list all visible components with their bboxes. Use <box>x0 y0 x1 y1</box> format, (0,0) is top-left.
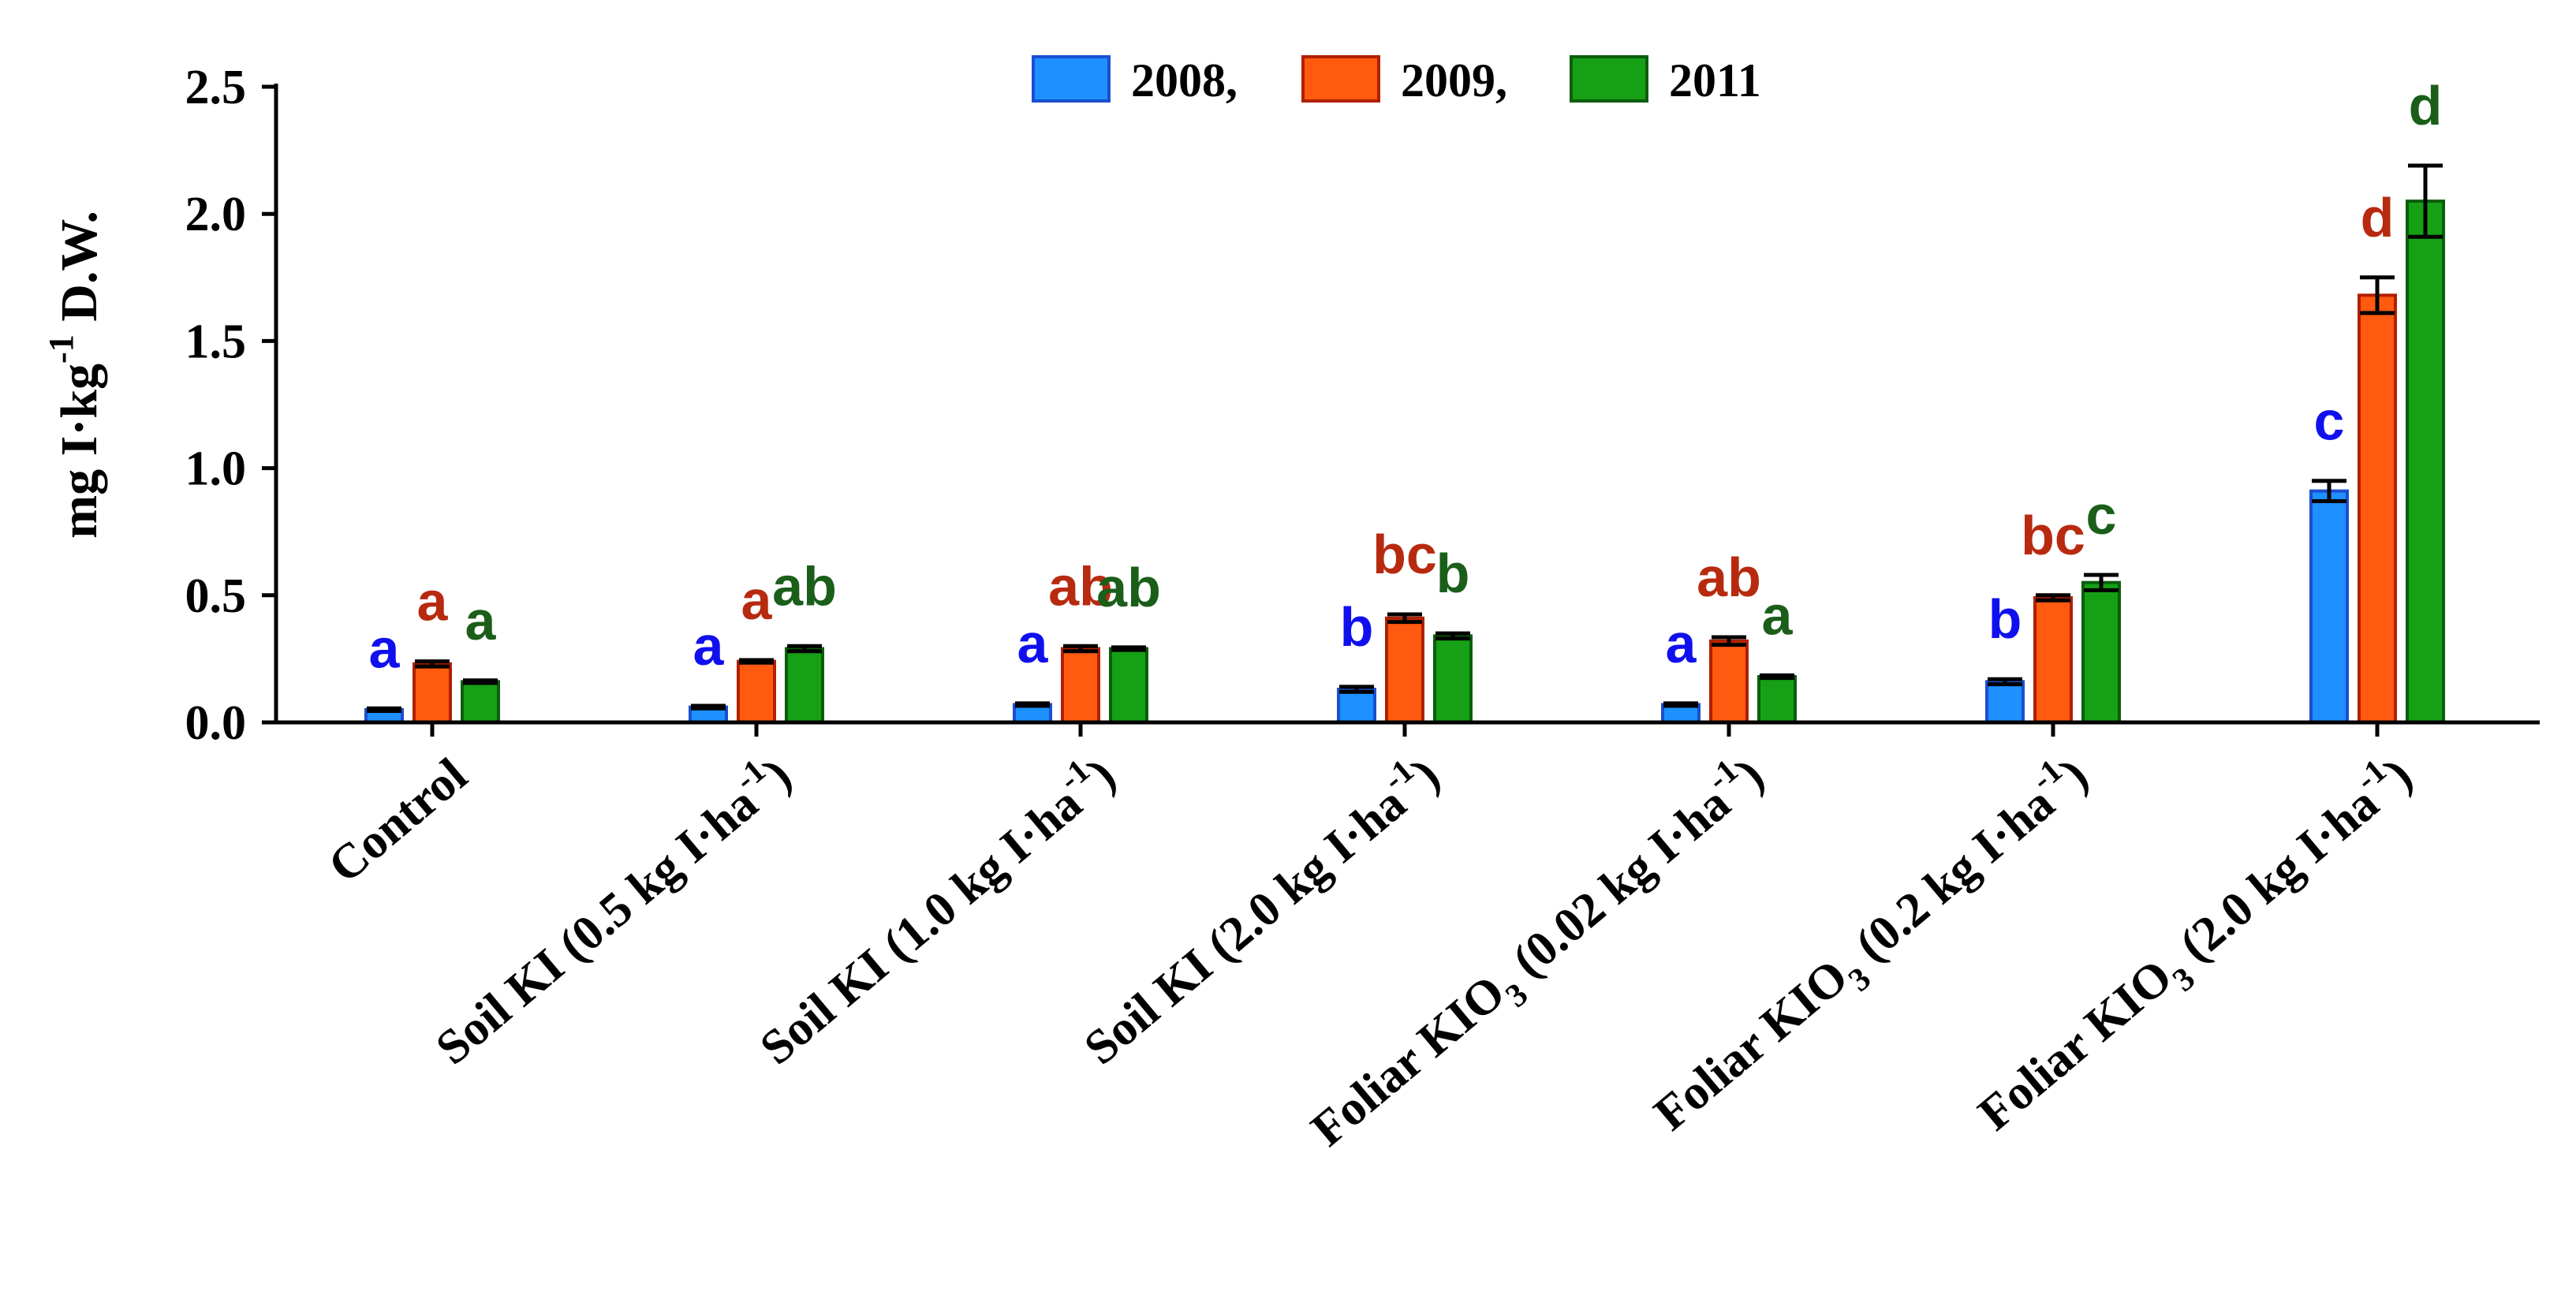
bar-2008-5 <box>1985 680 2025 725</box>
legend-swatch <box>1301 55 1380 103</box>
error-bar <box>2408 163 2443 239</box>
significance-letter: d <box>2409 75 2443 136</box>
bar-2011-6 <box>2406 200 2445 724</box>
error-bar <box>739 658 774 665</box>
legend-swatch <box>1032 55 1111 103</box>
y-tick-label: 2.5 <box>185 61 247 114</box>
significance-letter: c <box>2086 484 2117 546</box>
x-tick-label: Soil KI (0.5 kg I·ha-1) <box>421 742 801 1075</box>
bar-2009-2 <box>1061 647 1100 725</box>
bar-2008-6 <box>2309 489 2349 725</box>
y-axis: 0.0 0.5 1.0 1.5 2.0 2.5 <box>185 61 278 750</box>
bar-2009-0 <box>413 662 452 725</box>
x-tick-label: Soil KI (2.0 kg I·ha-1) <box>1070 742 1450 1075</box>
error-bar <box>2036 593 2070 603</box>
significance-letter: bc <box>1372 524 1437 585</box>
legend-item-2009: 2009, <box>1301 54 1507 106</box>
bar-2011-2 <box>1109 647 1148 725</box>
significance-letter: ab <box>772 555 837 617</box>
x-axis <box>274 720 2540 737</box>
error-bar <box>367 706 401 713</box>
legend-item-2008: 2008, <box>1032 54 1238 106</box>
error-bar <box>2360 275 2395 315</box>
significance-letter: a <box>465 590 497 651</box>
y-tick-label: 1.0 <box>185 442 247 496</box>
error-bar <box>1435 631 1470 641</box>
significance-letter: ab <box>1096 557 1161 618</box>
significance-letter: a <box>417 571 449 632</box>
bar-2011-1 <box>785 647 824 725</box>
error-bar <box>787 644 822 654</box>
significance-letter: bc <box>2021 505 2085 566</box>
significance-letter: a <box>693 615 725 677</box>
significance-letter: ab <box>1697 547 1761 608</box>
legend-swatch <box>1570 55 1648 103</box>
bar-2011-5 <box>2081 580 2121 724</box>
y-axis-label: mg I·kg-1 D.W. <box>42 211 108 539</box>
bar-2011-4 <box>1757 674 1797 725</box>
significance-letter: a <box>1762 584 1794 646</box>
bar-2009-3 <box>1385 616 1424 724</box>
error-bar <box>1663 701 1698 708</box>
error-bar <box>1339 685 1374 694</box>
bar-2008-3 <box>1337 688 1376 725</box>
y-tick-label: 2.0 <box>185 188 247 241</box>
legend-label: 2009, <box>1401 54 1507 106</box>
error-bar <box>463 678 498 685</box>
error-bar <box>1988 677 2022 687</box>
significance-letter: a <box>741 569 773 631</box>
y-tick-label: 1.5 <box>185 315 247 368</box>
significance-letter: a <box>1017 613 1049 674</box>
significance-letter: b <box>1988 588 2022 650</box>
y-tick-label: 0.5 <box>185 569 247 623</box>
legend-item-2011: 2011 <box>1570 54 1761 106</box>
significance-letter: a <box>369 618 401 679</box>
error-bar <box>1760 673 1794 681</box>
bar-2011-3 <box>1433 634 1473 724</box>
bar-2009-1 <box>737 659 776 725</box>
significance-letter: a <box>1666 613 1697 674</box>
legend-label: 2011 <box>1669 54 1761 106</box>
error-bar <box>691 703 726 711</box>
y-tick-label: 0.0 <box>185 696 247 750</box>
bar-2009-5 <box>2033 596 2073 724</box>
legend: 2008, 2009, 2011 <box>1032 54 1761 106</box>
error-bar <box>415 659 450 669</box>
error-bar <box>1387 612 1422 625</box>
bar-2009-6 <box>2358 293 2397 725</box>
svg-text:mg I·kg-1 D.W.: mg I·kg-1 D.W. <box>42 211 108 539</box>
error-bar <box>1712 635 1746 647</box>
error-bar <box>1015 701 1050 708</box>
bar-2009-4 <box>1709 639 1749 724</box>
error-bar <box>1111 645 1146 652</box>
significance-letter: b <box>1436 543 1470 604</box>
bar-2011-0 <box>461 680 500 725</box>
significance-letter: ab <box>1048 555 1113 617</box>
x-tick-label: Soil KI (1.0 kg I·ha-1) <box>745 742 1126 1075</box>
error-bar <box>1063 644 1098 654</box>
significance-letter: d <box>2361 187 2395 248</box>
significance-letter: b <box>1340 596 1374 658</box>
error-bar <box>2084 573 2119 592</box>
x-tick-label: Control <box>319 748 477 894</box>
error-bar <box>2312 479 2346 504</box>
significance-letter: c <box>2314 390 2345 452</box>
legend-label: 2008, <box>1131 54 1238 106</box>
